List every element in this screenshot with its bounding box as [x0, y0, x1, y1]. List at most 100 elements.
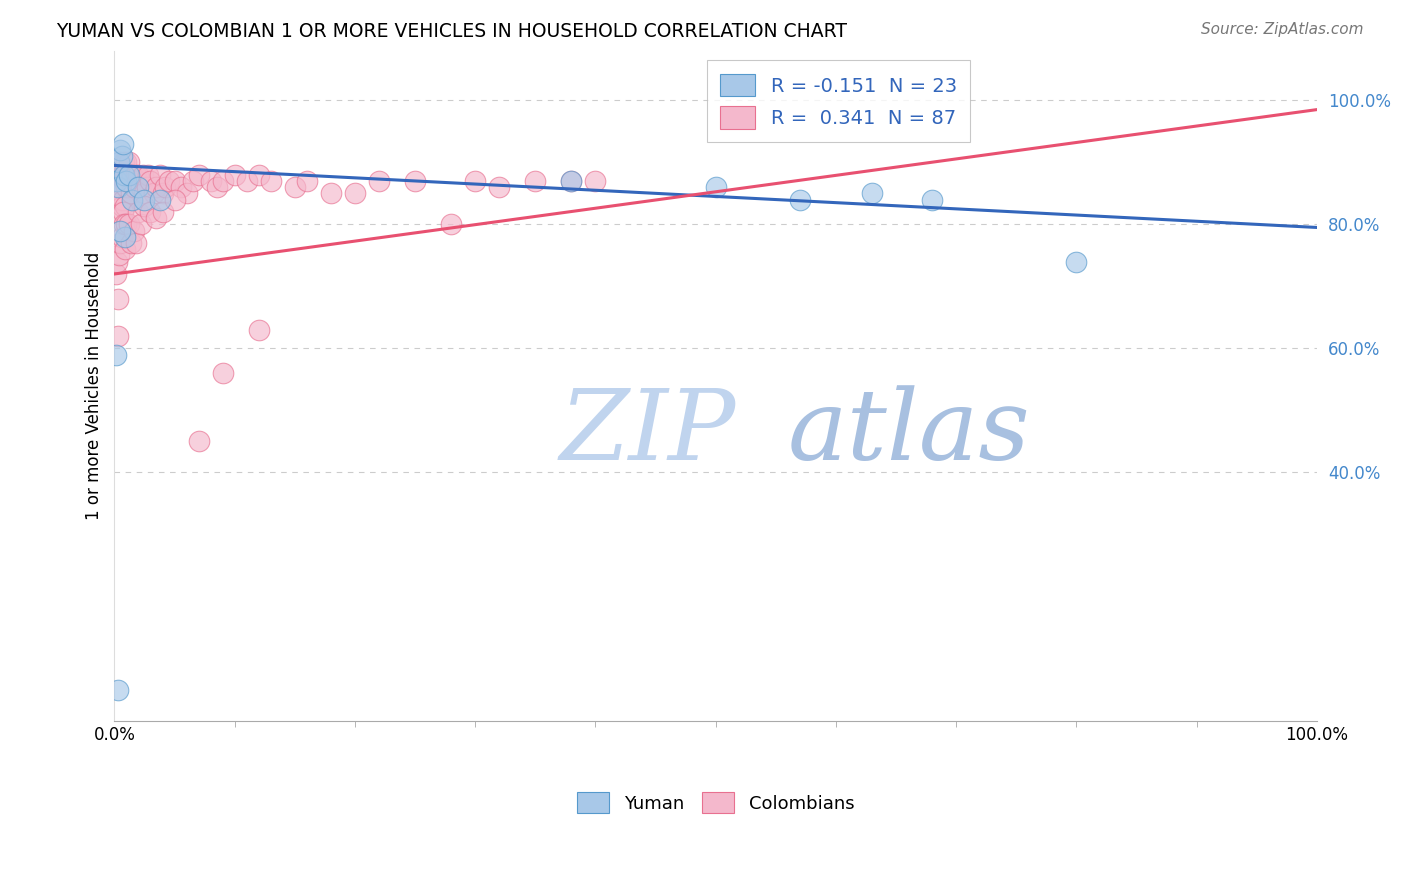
- Point: [111, 193, 134, 207]
- Point: [111, 205, 134, 219]
- Point: [187, 434, 209, 449]
- Point: [152, 205, 174, 219]
- Point: [149, 193, 172, 207]
- Point: [127, 180, 149, 194]
- Point: [404, 174, 426, 188]
- Point: [115, 155, 138, 169]
- Point: [112, 174, 135, 188]
- Point: [127, 174, 149, 188]
- Point: [145, 180, 167, 194]
- Point: [108, 155, 131, 169]
- Point: [127, 205, 149, 219]
- Point: [295, 174, 318, 188]
- Point: [163, 174, 186, 188]
- Point: [114, 242, 136, 256]
- Point: [105, 174, 128, 188]
- Point: [176, 186, 198, 201]
- Point: [110, 235, 132, 250]
- Point: [181, 174, 204, 188]
- Point: [560, 174, 582, 188]
- Point: [111, 199, 134, 213]
- Point: [132, 168, 155, 182]
- Point: [117, 168, 139, 182]
- Point: [145, 211, 167, 226]
- Text: atlas: atlas: [787, 384, 1031, 480]
- Point: [704, 180, 727, 194]
- Point: [125, 168, 148, 182]
- Point: [1066, 254, 1088, 268]
- Text: ZIP: ZIP: [560, 384, 735, 480]
- Point: [152, 186, 174, 201]
- Point: [129, 218, 152, 232]
- Point: [108, 248, 131, 262]
- Point: [118, 174, 141, 188]
- Point: [120, 235, 142, 250]
- Point: [107, 329, 129, 343]
- Point: [111, 168, 134, 182]
- Point: [368, 174, 391, 188]
- Point: [860, 186, 883, 201]
- Point: [108, 168, 131, 182]
- Point: [107, 682, 129, 697]
- Point: [247, 323, 270, 337]
- Point: [104, 267, 127, 281]
- Point: [129, 180, 152, 194]
- Legend: Yuman, Colombians: Yuman, Colombians: [568, 783, 863, 822]
- Point: [135, 180, 157, 194]
- Point: [163, 193, 186, 207]
- Y-axis label: 1 or more Vehicles in Household: 1 or more Vehicles in Household: [86, 252, 103, 520]
- Point: [921, 193, 943, 207]
- Point: [343, 186, 366, 201]
- Point: [127, 168, 149, 182]
- Point: [488, 180, 510, 194]
- Point: [464, 174, 486, 188]
- Point: [120, 186, 142, 201]
- Point: [157, 174, 180, 188]
- Point: [107, 186, 129, 201]
- Point: [122, 180, 145, 194]
- Point: [205, 180, 228, 194]
- Point: [235, 174, 257, 188]
- Point: [111, 229, 134, 244]
- Point: [319, 186, 342, 201]
- Point: [260, 174, 283, 188]
- Point: [134, 193, 156, 207]
- Point: [110, 193, 132, 207]
- Point: [224, 168, 246, 182]
- Point: [789, 193, 811, 207]
- Point: [284, 180, 307, 194]
- Point: [104, 205, 127, 219]
- Point: [110, 143, 132, 157]
- Point: [143, 186, 166, 201]
- Point: [440, 218, 463, 232]
- Point: [112, 155, 135, 169]
- Point: [149, 168, 172, 182]
- Point: [200, 174, 222, 188]
- Point: [122, 223, 145, 237]
- Point: [114, 168, 136, 182]
- Point: [107, 155, 129, 169]
- Text: YUMAN VS COLOMBIAN 1 OR MORE VEHICLES IN HOUSEHOLD CORRELATION CHART: YUMAN VS COLOMBIAN 1 OR MORE VEHICLES IN…: [56, 22, 848, 41]
- Point: [118, 168, 141, 182]
- Point: [583, 174, 606, 188]
- Point: [247, 168, 270, 182]
- Point: [114, 199, 136, 213]
- Point: [125, 235, 148, 250]
- Point: [187, 168, 209, 182]
- Point: [111, 136, 134, 151]
- Point: [107, 292, 129, 306]
- Point: [110, 155, 132, 169]
- Point: [114, 229, 136, 244]
- Point: [111, 168, 134, 182]
- Point: [153, 180, 176, 194]
- Point: [121, 168, 143, 182]
- Point: [118, 155, 141, 169]
- Point: [134, 186, 156, 201]
- Point: [524, 174, 547, 188]
- Point: [115, 174, 138, 188]
- Point: [118, 218, 141, 232]
- Point: [121, 193, 143, 207]
- Point: [110, 223, 132, 237]
- Text: Source: ZipAtlas.com: Source: ZipAtlas.com: [1201, 22, 1364, 37]
- Point: [105, 254, 128, 268]
